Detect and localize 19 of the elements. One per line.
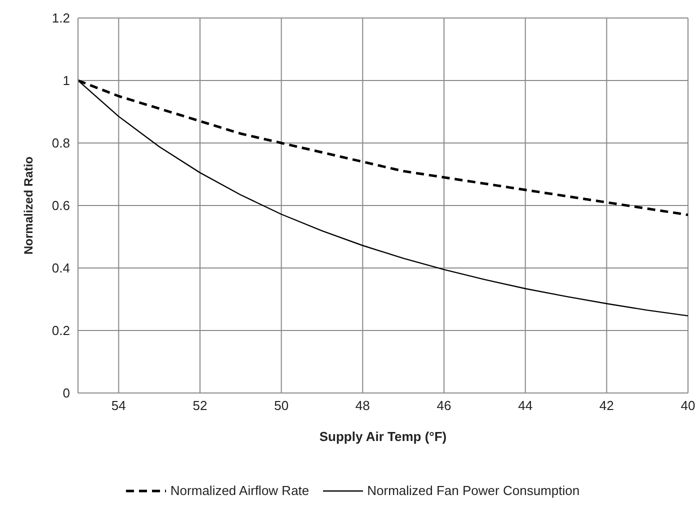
legend-label: Normalized Fan Power Consumption [366, 483, 580, 498]
x-tick-label: 40 [680, 398, 696, 414]
x-tick-label: 48 [355, 398, 370, 414]
y-tick-label: 1.2 [52, 10, 70, 26]
y-tick-label: 1 [62, 73, 70, 88]
y-axis-title: Normalized Ratio [21, 156, 36, 255]
y-tick-label: 0.8 [52, 136, 70, 151]
x-tick-label: 42 [599, 398, 614, 414]
legend-label: Normalized Airflow Rate [169, 483, 310, 498]
x-tick-label: 44 [518, 398, 533, 414]
x-tick-label: 46 [436, 398, 452, 414]
y-tick-label: 0.2 [52, 323, 70, 338]
x-tick-label: 54 [111, 398, 126, 414]
x-tick-label: 52 [192, 398, 208, 414]
y-tick-label: 0 [62, 386, 70, 401]
x-axis-title: Supply Air Temp (°F) [319, 429, 447, 444]
y-tick-label: 0.6 [52, 198, 70, 214]
x-tick-label: 50 [274, 398, 289, 414]
y-tick-label: 0.4 [52, 260, 70, 276]
